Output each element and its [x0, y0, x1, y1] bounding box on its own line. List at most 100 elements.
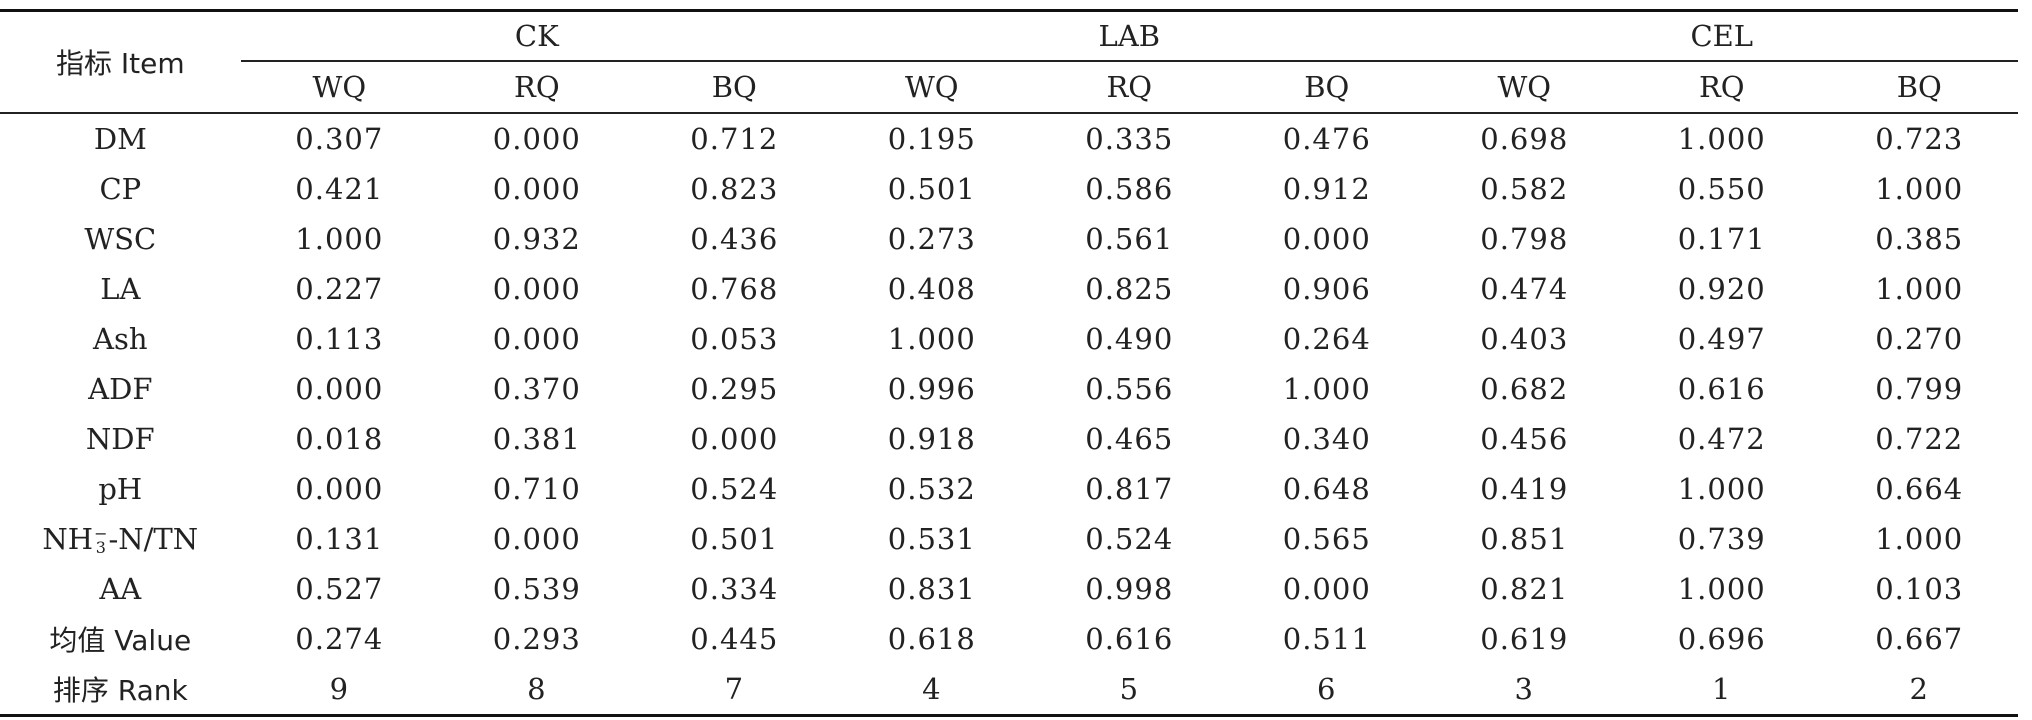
table-cell: 7 [635, 664, 834, 717]
table-cell: 8 [438, 664, 636, 717]
table-cell: 0.912 [1282, 172, 1371, 206]
table-cell: 1.000 [1875, 522, 1964, 556]
table-cell: 0.511 [1282, 622, 1371, 656]
row-label: DM [93, 122, 147, 156]
table-cell: 0.920 [1677, 272, 1766, 306]
table-cell: 0.274 [295, 622, 384, 656]
table-row: 均值 Value 0.274 0.293 0.445 0.618 0.616 0.511 0.… [0, 614, 2018, 664]
table-cell: 1.000 [1875, 272, 1964, 306]
table-cell: 0.998 [1085, 572, 1174, 606]
table-cell: 0.768 [690, 272, 779, 306]
table-cell: 0.472 [1677, 422, 1766, 456]
row-label: NH −3 -N/TN [42, 522, 199, 557]
row-label: CP [99, 172, 142, 206]
table-cell: 0.648 [1282, 472, 1371, 506]
table-cell: 0.307 [295, 122, 384, 156]
table-row: ADF 0.000 0.370 0.295 0.996 0.556 1.000 0.682 0.… [0, 364, 2018, 414]
table-cell: 0.696 [1677, 622, 1766, 656]
table-cell: 0.465 [1085, 422, 1174, 456]
table-cell: 0.000 [492, 172, 581, 206]
table-cell: 0.000 [492, 522, 581, 556]
table-cell: 0.539 [492, 572, 581, 606]
table-body: DM 0.307 0.000 0.712 0.195 0.335 0.476 0.698 1.0… [0, 113, 2018, 717]
table-cell: 0.103 [1875, 572, 1964, 606]
table-cell: 1 [1623, 664, 1821, 717]
table-cell: 0.664 [1875, 472, 1964, 506]
table-cell: 0.403 [1480, 322, 1569, 356]
table-cell: 0.293 [492, 622, 581, 656]
table-cell: 0.524 [690, 472, 779, 506]
table-cell: 0.370 [492, 372, 581, 406]
row-label: NDF [85, 422, 155, 456]
row-label: 均值 Value [49, 624, 192, 657]
table-cell: 0.000 [1282, 222, 1371, 256]
subcol-header: RQ [1106, 70, 1153, 104]
table-cell: 2 [1820, 664, 2018, 717]
table-cell: 0.436 [690, 222, 779, 256]
table-cell: 0.586 [1085, 172, 1174, 206]
table-cell: 1.000 [1282, 372, 1371, 406]
subcol-header: RQ [1698, 70, 1745, 104]
table-cell: 1.000 [1677, 122, 1766, 156]
table-cell: 0.996 [887, 372, 976, 406]
subcol-header: WQ [905, 70, 959, 104]
row-label: ADF [88, 372, 153, 406]
table-cell: 0.381 [492, 422, 581, 456]
table-row: 排序 Rank 9 8 7 4 5 6 3 1 2 [0, 664, 2018, 717]
subcol-header: BQ [1304, 70, 1350, 104]
table-cell: 0.000 [295, 472, 384, 506]
subcol-header: WQ [1497, 70, 1552, 104]
row-label: LA [100, 272, 141, 306]
group-header-cel: CEL [1425, 10, 2018, 62]
table-cell: 0.723 [1875, 122, 1964, 156]
table-header: 指标 Item CK LAB CEL WQ RQ BQ WQ RQ BQ WQ … [0, 10, 2018, 113]
table-row: Ash 0.113 0.000 0.053 1.000 0.490 0.264 0.403 0.… [0, 314, 2018, 364]
table-cell: 0.000 [295, 372, 384, 406]
table-cell: 0.527 [295, 572, 384, 606]
header-row-subcols: WQ RQ BQ WQ RQ BQ WQ RQ BQ [0, 61, 2018, 113]
table-cell: 0.799 [1875, 372, 1964, 406]
table-cell: 0.565 [1282, 522, 1371, 556]
table-cell: 1.000 [295, 222, 384, 256]
subcol-header: BQ [1896, 70, 1942, 104]
table-cell: 0.131 [295, 522, 384, 556]
table-cell: 0.582 [1480, 172, 1569, 206]
table-row: DM 0.307 0.000 0.712 0.195 0.335 0.476 0.698 1.0… [0, 113, 2018, 164]
table-row: AA 0.527 0.539 0.334 0.831 0.998 0.000 0.821 1.0… [0, 564, 2018, 614]
table-row: WSC 1.000 0.932 0.436 0.273 0.561 0.000 0.798 0.… [0, 214, 2018, 264]
table-cell: 0.421 [295, 172, 384, 206]
table-cell: 1.000 [1677, 472, 1766, 506]
table-cell: 0.270 [1875, 322, 1964, 356]
table-cell: 0.340 [1282, 422, 1371, 456]
table-cell: 6 [1228, 664, 1426, 717]
table-cell: 0.000 [492, 122, 581, 156]
table-cell: 0.821 [1480, 572, 1569, 606]
table-cell: 0.000 [492, 322, 581, 356]
table-cell: 0.408 [887, 272, 976, 306]
table-cell: 0.501 [887, 172, 976, 206]
table-cell: 0.616 [1085, 622, 1174, 656]
table-row: pH 0.000 0.710 0.524 0.532 0.817 0.648 0.419 1.0… [0, 464, 2018, 514]
table-row: LA 0.227 0.000 0.768 0.408 0.825 0.906 0.474 0.9… [0, 264, 2018, 314]
table-cell: 0.335 [1085, 122, 1174, 156]
table-cell: 0.018 [295, 422, 384, 456]
table-cell: 0.195 [887, 122, 976, 156]
table-cell: 0.712 [690, 122, 779, 156]
table-cell: 0.113 [295, 322, 384, 356]
table-cell: 0.171 [1677, 222, 1766, 256]
table-cell: 0.474 [1480, 272, 1569, 306]
table-cell: 0.817 [1085, 472, 1174, 506]
table-cell: 0.476 [1282, 122, 1371, 156]
item-header: 指标 Item [55, 47, 185, 80]
table-row: NDF 0.018 0.381 0.000 0.918 0.465 0.340 0.456 0.… [0, 414, 2018, 464]
table-cell: 0.556 [1085, 372, 1174, 406]
table-cell: 0.682 [1480, 372, 1569, 406]
table-cell: 0.667 [1875, 622, 1964, 656]
subcol-header: BQ [711, 70, 757, 104]
table-row: CP 0.421 0.000 0.823 0.501 0.586 0.912 0.582 0.5… [0, 164, 2018, 214]
table-cell: 0.334 [690, 572, 779, 606]
table-cell: 1.000 [1875, 172, 1964, 206]
group-header-ck: CK [240, 10, 834, 62]
table-cell: 0.000 [492, 272, 581, 306]
table-row: NH −3 -N/TN 0.131 0.000 0.501 0.531 0.524 0.565 0… [0, 514, 2018, 564]
